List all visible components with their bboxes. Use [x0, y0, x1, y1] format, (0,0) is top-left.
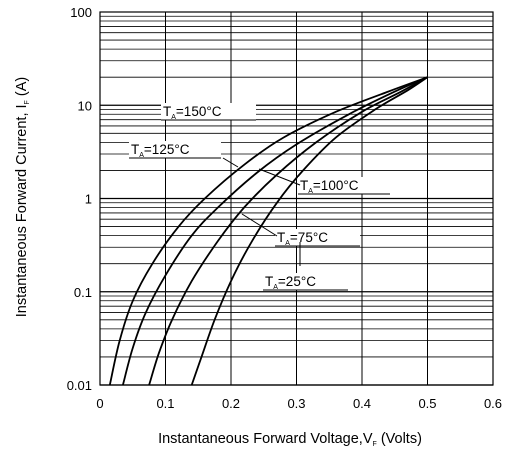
curve-label-text: TA=75°C	[277, 230, 328, 247]
x-tick-label: 0	[96, 396, 103, 411]
y-tick-labels: 100 10 1 0.1 0.01	[67, 5, 92, 393]
x-tick-label: 0.1	[156, 396, 174, 411]
x-tick-label: 0.5	[418, 396, 436, 411]
curve-label-text: TA=25°C	[265, 274, 316, 291]
curve-label: TA=25°C	[263, 242, 348, 291]
x-tick-label: 0.4	[353, 396, 371, 411]
curve-label: TA=150°C	[161, 103, 256, 121]
curve-label: TA=100°C	[258, 168, 390, 195]
grid	[99, 12, 494, 386]
curve-label-bg	[161, 103, 256, 120]
curve-label-bg	[298, 177, 390, 194]
series-line	[122, 76, 428, 386]
curve-label-text: TA=150°C	[163, 104, 222, 121]
y-tick-label: 100	[70, 5, 92, 20]
curve-label-text: TA=100°C	[300, 178, 359, 195]
curve-label-text: TA=125°C	[131, 142, 190, 159]
curve-label-leader	[258, 168, 301, 186]
curve-label-bg	[129, 141, 221, 158]
curve-label: TA=125°C	[129, 141, 239, 168]
x-tick-label: 0.6	[484, 396, 502, 411]
curve-label-bg	[263, 273, 348, 290]
y-tick-label: 1	[85, 192, 92, 207]
curve-label-bg	[275, 229, 360, 246]
curve-label: TA=75°C	[241, 213, 360, 247]
series-line	[190, 76, 428, 386]
y-tick-label: 0.1	[74, 285, 92, 300]
curve-label-leader	[222, 157, 239, 168]
y-tick-label: 10	[78, 98, 92, 113]
x-axis-title: Instantaneous Forward Voltage,VF (Volts)	[158, 431, 422, 448]
series-line	[108, 76, 428, 386]
curves	[108, 76, 428, 386]
plot-frame	[99, 11, 494, 386]
curve-labels: TA=150°C TA=125°C TA=100°C TA=75°C TA=25°C	[129, 103, 390, 291]
y-axis-title: Instantaneous Forward Current, IF (A)	[14, 77, 31, 317]
y-tick-label: 0.01	[67, 378, 92, 393]
curve-label-leader	[241, 213, 278, 237]
x-tick-label: 0.3	[287, 396, 305, 411]
x-tick-label: 0.2	[222, 396, 240, 411]
series-line	[148, 76, 428, 386]
x-tick-labels: 0 0.1 0.2 0.3 0.4 0.5 0.6	[96, 396, 502, 411]
